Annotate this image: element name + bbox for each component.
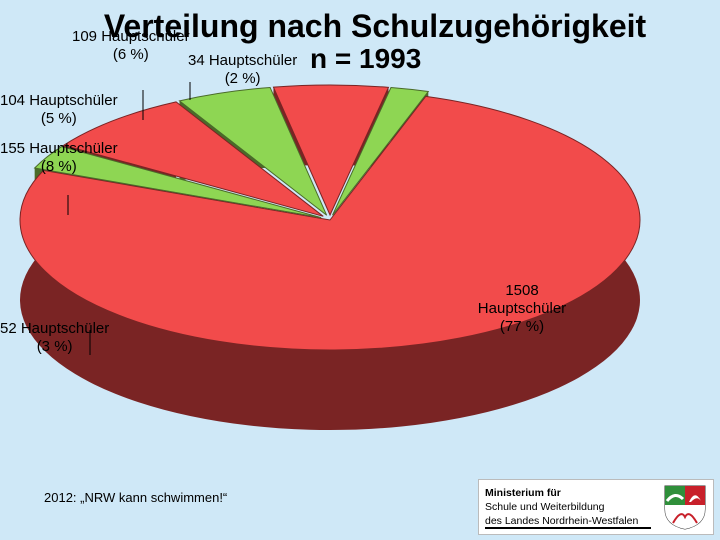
slice-109	[272, 84, 390, 217]
slice-104	[178, 86, 328, 216]
label-count: 155 Hauptschüler	[0, 140, 118, 157]
label-percent: (5 %)	[40, 110, 77, 127]
logo-text: Ministerium für Schule und Weiterbildung…	[485, 486, 638, 528]
label-count: 34 Hauptschüler	[188, 52, 298, 69]
ministry-logo: Ministerium für Schule und Weiterbildung…	[478, 479, 714, 535]
slice-155	[62, 101, 324, 217]
leader-lines	[67, 82, 191, 355]
logo-line-2: Schule und Weiterbildung	[485, 501, 605, 513]
label-slice-34: 34 Hauptschüler (2 %)	[188, 52, 297, 88]
label-slice-155: 155 Hauptschüler (8 %)	[0, 140, 118, 176]
label-count: 109 Hauptschüler	[72, 28, 190, 45]
pie-tops	[19, 84, 641, 351]
label-percent: (6 %)	[112, 46, 149, 63]
label-count: 104 Hauptschüler	[0, 92, 118, 109]
footer-note: 2012: „NRW kann schwimmen!“	[44, 490, 228, 505]
label-percent: (77 %)	[499, 318, 545, 335]
logo-underline	[485, 527, 651, 529]
label-percent: (3 %)	[36, 338, 73, 355]
slice-1508	[19, 95, 641, 351]
label-percent: (2 %)	[224, 70, 261, 87]
logo-line-3: des Landes Nordrhein-Westfalen	[485, 515, 639, 527]
label-count: 52 Hauptschüler	[0, 320, 110, 337]
chart-title: Verteilung nach Schulzugehörigkeit	[103, 8, 647, 44]
nrw-coat-of-arms-icon	[664, 485, 706, 530]
logo-line-1: Ministerium für	[485, 487, 561, 499]
slice-34	[332, 86, 430, 216]
chart-subtitle: n = 1993	[310, 43, 422, 74]
label-slice-1508: 1508 Hauptschüler (77 %)	[462, 282, 582, 336]
label-slice-104: 104 Hauptschüler (5 %)	[0, 92, 118, 128]
label-percent: (8 %)	[40, 158, 77, 175]
slice-52	[33, 146, 322, 219]
label-count: 1508 Hauptschüler	[477, 282, 567, 317]
label-slice-109: 109 Hauptschüler (6 %)	[72, 28, 190, 64]
label-slice-52: 52 Hauptschüler (3 %)	[0, 320, 109, 356]
